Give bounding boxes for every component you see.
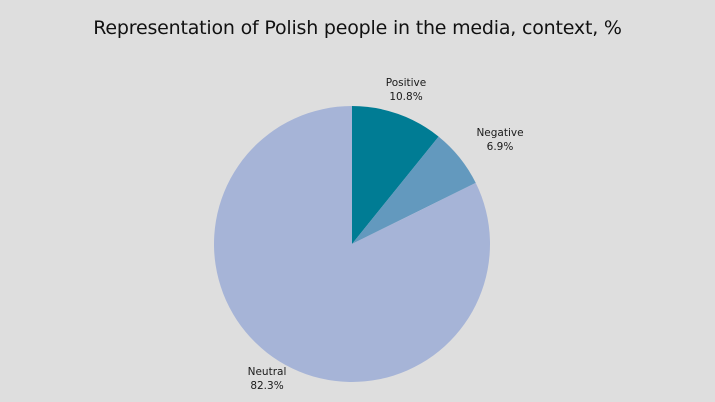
slice-value-negative: 6.9% — [487, 141, 514, 153]
slice-value-neutral: 82.3% — [250, 380, 283, 392]
slice-label-neutral: Neutral — [248, 366, 287, 378]
pie-slices — [214, 106, 491, 382]
pie-slice-negative — [352, 136, 476, 244]
slice-label-negative: Negative — [476, 127, 523, 139]
pie-slice-neutral — [214, 106, 491, 382]
chart-title: Representation of Polish people in the m… — [93, 17, 622, 39]
slice-label-positive: Positive — [386, 77, 426, 89]
pie-slice-positive — [352, 106, 439, 244]
slice-value-positive: 10.8% — [389, 91, 422, 103]
pie-labels: Positive 10.8% Negative 6.9% Neutral 82.3% — [248, 77, 524, 392]
